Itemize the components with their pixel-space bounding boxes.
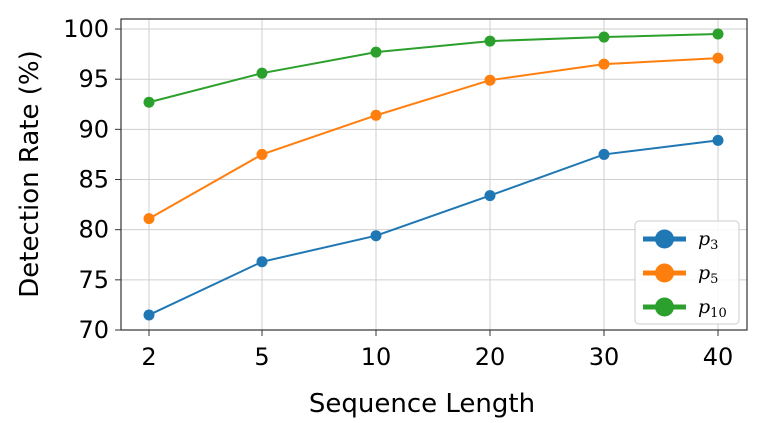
y-tick-label: 95 — [78, 65, 109, 93]
series-p10 — [143, 28, 724, 108]
data-point-p5 — [598, 58, 610, 70]
tick-layer: 2 5 10 20 30 40 70 75 80 85 90 95 100 — [63, 15, 733, 371]
series-p5 — [143, 52, 724, 225]
y-tick-label: 70 — [78, 316, 109, 344]
data-point-p5 — [143, 213, 155, 225]
y-tick-label: 85 — [78, 166, 109, 194]
series-line-p5 — [148, 57, 719, 220]
data-point-p5 — [712, 52, 724, 64]
x-tick-label: 10 — [361, 343, 392, 371]
series-layer — [143, 28, 724, 321]
x-tick-label: 5 — [254, 343, 269, 371]
x-tick-label: 30 — [589, 343, 620, 371]
plot-frame — [120, 18, 748, 331]
data-point-p5 — [484, 74, 496, 86]
y-tick-label: 100 — [63, 15, 109, 43]
x-axis-title: Sequence Length — [309, 389, 535, 419]
x-tick-label: 20 — [475, 343, 506, 371]
y-axis-title: Detection Rate (%) — [15, 50, 45, 297]
data-point-p5 — [370, 109, 382, 121]
data-point-p10 — [712, 28, 724, 40]
series-line-p3 — [148, 139, 719, 316]
x-tick-label: 2 — [141, 343, 156, 371]
data-point-p10 — [598, 31, 610, 43]
data-point-p5 — [256, 148, 268, 160]
x-tick-label: 40 — [703, 343, 734, 371]
legend: p3 p5 p10 — [634, 220, 740, 325]
data-point-p3 — [712, 134, 724, 146]
grid-layer — [121, 19, 747, 331]
data-point-p10 — [370, 46, 382, 58]
data-point-p10 — [484, 35, 496, 47]
data-point-p3 — [143, 309, 155, 321]
legend-marker-p5 — [655, 263, 674, 283]
series-line-p10 — [148, 33, 719, 104]
data-point-p3 — [484, 190, 496, 202]
data-point-p3 — [598, 148, 610, 160]
y-tick-label: 75 — [78, 266, 109, 294]
legend-label-p5: p5 — [698, 262, 718, 287]
legend-label-p3: p3 — [698, 228, 718, 253]
data-point-p10 — [143, 96, 155, 108]
legend-marker-p10 — [655, 297, 674, 317]
data-point-p10 — [256, 67, 268, 79]
legend-marker-p3 — [655, 229, 674, 249]
data-point-p3 — [370, 230, 382, 242]
series-p3 — [143, 134, 724, 321]
y-tick-label: 80 — [78, 216, 109, 244]
y-tick-label: 90 — [78, 115, 109, 143]
legend-label-p10: p10 — [698, 296, 727, 321]
data-point-p3 — [256, 256, 268, 268]
